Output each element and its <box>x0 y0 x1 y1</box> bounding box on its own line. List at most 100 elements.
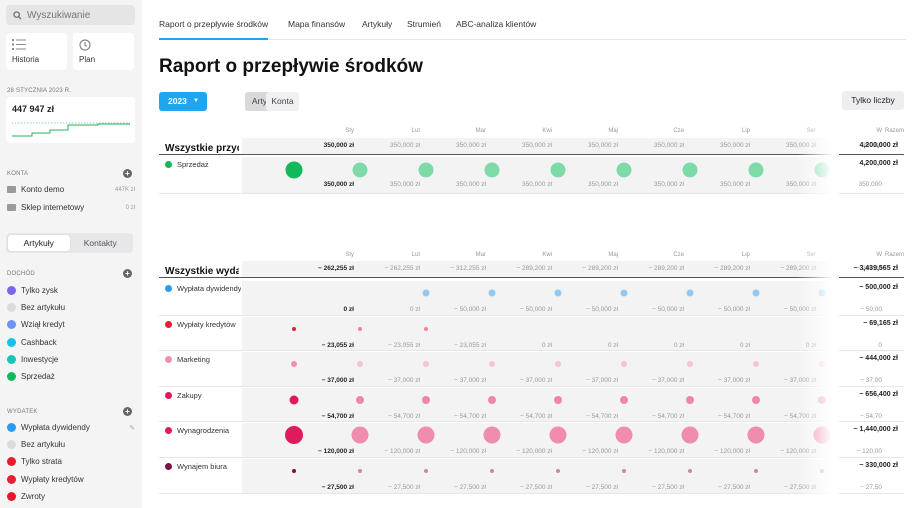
value-bubble[interactable] <box>686 289 694 297</box>
row-name[interactable]: Wypłata dywidendy <box>165 284 241 293</box>
value-bubble[interactable] <box>688 469 692 473</box>
row-name[interactable]: Wypłaty kredytów <box>165 320 241 329</box>
row-name[interactable]: Wynagrodzenia <box>165 426 241 435</box>
value-bubble[interactable] <box>752 289 760 297</box>
balance-card[interactable]: 447 947 zł <box>6 97 135 143</box>
value-bubble[interactable] <box>422 395 430 404</box>
category-item[interactable]: Sprzedaż <box>7 372 135 381</box>
value-bubble[interactable] <box>488 395 496 404</box>
value-bubble[interactable] <box>483 426 501 444</box>
value-bubble[interactable] <box>488 289 496 297</box>
value-bubble[interactable] <box>615 426 633 444</box>
value-bubble[interactable] <box>484 162 500 178</box>
value-bubble[interactable] <box>490 469 494 473</box>
value-bubble[interactable] <box>687 361 693 368</box>
toggle-contacts[interactable]: Kontakty <box>83 238 117 248</box>
row-name[interactable]: Marketing <box>165 355 241 364</box>
seg-accounts[interactable]: Konta <box>266 92 299 111</box>
value-bubble[interactable] <box>620 289 628 297</box>
value-bubble[interactable] <box>358 469 362 473</box>
value-bubble[interactable] <box>682 162 698 178</box>
row-divider <box>159 314 904 316</box>
add-income-icon[interactable]: + <box>123 269 132 278</box>
category-item[interactable]: Wziął kredyt <box>7 320 135 330</box>
nav-historia[interactable]: Historia <box>6 33 67 70</box>
only-numbers-button[interactable]: Tylko liczby <box>842 91 904 110</box>
value-bubble[interactable] <box>292 326 296 331</box>
row-label: Wypłata dywidendy <box>177 284 241 293</box>
value-bubble[interactable] <box>621 361 627 368</box>
month-header: Kwi <box>542 252 552 258</box>
value-bubble[interactable] <box>616 162 632 178</box>
row-label: Sprzedaż <box>177 160 209 169</box>
value-bubble[interactable] <box>554 289 562 297</box>
section-divider <box>159 277 904 278</box>
tab-abc-analysis[interactable]: ABC-analiza klientów <box>456 19 537 29</box>
balance-amount: 447 947 zł <box>12 104 55 114</box>
nav-plan[interactable]: Plan <box>73 33 134 70</box>
value-bubble[interactable] <box>424 326 428 331</box>
value-bubble[interactable] <box>550 162 566 178</box>
value-bubble[interactable] <box>357 361 363 368</box>
edit-icon[interactable]: ✎ <box>129 424 135 432</box>
value-bubble[interactable] <box>748 162 764 178</box>
value-bubble[interactable] <box>622 469 626 473</box>
account-item[interactable]: Sklep internetowy 0 zł <box>7 203 135 212</box>
tab-articles[interactable]: Artykuły <box>362 19 393 29</box>
value-bubble[interactable] <box>358 326 362 331</box>
year-select[interactable]: 2023 ▼ <box>159 92 207 111</box>
value-bubble[interactable] <box>556 469 560 473</box>
category-item[interactable]: Zwroty <box>7 491 135 501</box>
category-item[interactable]: Bez artykułu <box>7 440 135 450</box>
row-total: − 444,000 zł <box>859 355 898 363</box>
category-item[interactable]: Wypłaty kredytów <box>7 474 135 484</box>
tab-stream[interactable]: Strumień <box>407 19 442 29</box>
add-expense-icon[interactable]: + <box>123 407 132 416</box>
category-item[interactable]: Inwestycje <box>7 354 135 364</box>
value-bubble[interactable] <box>424 469 428 473</box>
value-bubble[interactable] <box>549 426 567 444</box>
category-item[interactable]: Tylko strata <box>7 457 135 467</box>
section-total-cell: − 289,200 zł <box>648 265 684 272</box>
value-bubble[interactable] <box>754 469 758 473</box>
value-bubble[interactable] <box>554 395 562 404</box>
value-bubble[interactable] <box>747 426 765 444</box>
tab-cashflow-report[interactable]: Raport o przepływie środków <box>159 19 269 40</box>
category-item[interactable]: Tylko zysk <box>7 286 135 295</box>
category-item[interactable]: Cashback <box>7 337 135 347</box>
value-bubble[interactable] <box>356 395 364 404</box>
value-bubble[interactable] <box>681 426 699 444</box>
value-bubble[interactable] <box>555 361 561 368</box>
value-bubble[interactable] <box>752 395 760 404</box>
value-bubble[interactable] <box>422 289 430 297</box>
value-bubble[interactable] <box>291 361 297 368</box>
tab-finance-map[interactable]: Mapa finansów <box>288 19 346 29</box>
value-bubble[interactable] <box>292 469 296 473</box>
add-account-icon[interactable]: + <box>123 169 132 178</box>
value-bubble[interactable] <box>351 426 369 444</box>
value-bubble[interactable] <box>289 395 299 405</box>
category-name: Bez artykułu <box>21 303 66 313</box>
section-total-cell: 350,000 zł <box>588 142 618 149</box>
row-name[interactable]: Zakupy <box>165 391 241 400</box>
value-bubble[interactable] <box>285 426 303 445</box>
value-bubble[interactable] <box>423 361 429 368</box>
toggle-articles[interactable]: Artykuły <box>8 235 70 251</box>
category-item[interactable]: Wypłata dywidendy ✎ <box>7 423 135 432</box>
row-name[interactable]: Sprzedaż <box>165 160 241 169</box>
value-bubble[interactable] <box>285 161 303 179</box>
account-item[interactable]: Konto demo 447K zł <box>7 185 135 194</box>
row-name[interactable]: Wynajem biura <box>165 462 241 471</box>
row-label: Zakupy <box>177 390 202 400</box>
value-bubble[interactable] <box>489 361 495 368</box>
row-band <box>242 316 839 351</box>
value-bubble[interactable] <box>418 162 434 178</box>
section-total-cell: 350,00 <box>862 142 882 149</box>
search-input[interactable]: Wyszukiwanie <box>6 5 135 25</box>
category-item[interactable]: Bez artykułu <box>7 303 135 313</box>
value-bubble[interactable] <box>417 426 435 444</box>
value-bubble[interactable] <box>352 162 368 178</box>
value-bubble[interactable] <box>620 395 628 404</box>
value-bubble[interactable] <box>753 361 759 368</box>
value-bubble[interactable] <box>686 395 694 404</box>
